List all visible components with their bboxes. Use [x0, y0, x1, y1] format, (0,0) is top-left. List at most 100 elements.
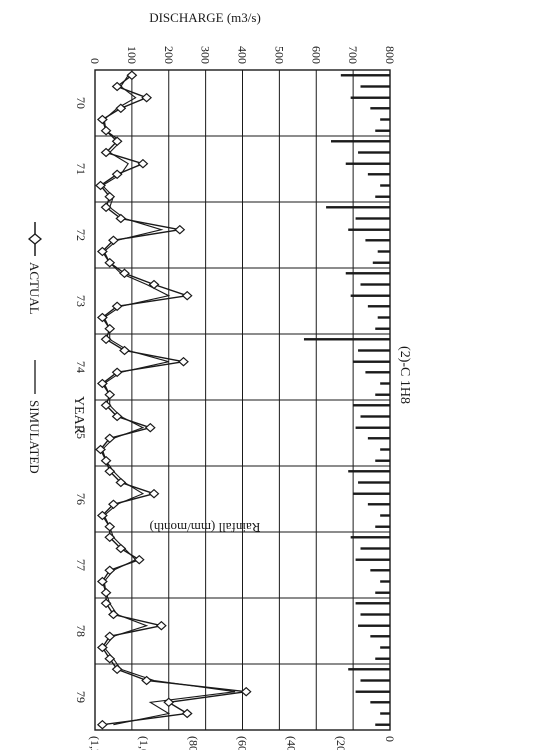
y-tick-label: 600 — [309, 46, 323, 64]
rainfall-bar — [370, 701, 390, 704]
rainfall-bar — [353, 360, 390, 363]
rainfall-bar — [367, 437, 390, 440]
x-tick-label: 73 — [74, 295, 88, 307]
rainfall-bar — [348, 668, 390, 671]
actual-point — [100, 400, 112, 411]
actual-point — [104, 191, 116, 202]
rainfall-bar — [377, 316, 390, 319]
actual-point — [115, 543, 127, 554]
x-tick-label: 71 — [74, 163, 88, 175]
rainfall-bar — [367, 503, 390, 506]
rainfall-bar — [345, 162, 390, 165]
actual-point — [104, 257, 116, 268]
rainfall-bar — [350, 96, 390, 99]
actual-point — [104, 466, 116, 477]
actual-point — [104, 631, 116, 642]
rainfall-bar — [348, 470, 390, 473]
rainfall-bar — [358, 481, 390, 484]
y-axis-label: DISCHARGE (m3/s) — [149, 10, 261, 25]
legend-actual-marker — [27, 233, 43, 245]
actual-point — [133, 554, 145, 565]
actual-point — [108, 609, 119, 620]
y2-tick-label: (1,000) — [137, 736, 151, 750]
actual-point — [148, 488, 160, 499]
x-tick-label: 75 — [74, 427, 88, 439]
rainfall-bar — [360, 415, 390, 418]
y2-tick-label: (600) — [236, 736, 250, 750]
actual-point — [108, 499, 119, 510]
rainfall-bar — [355, 217, 390, 220]
actual-point — [104, 389, 116, 400]
y2-tick-label: (200) — [334, 736, 348, 750]
rainfall-bar — [375, 723, 390, 726]
rainfall-bar — [380, 184, 390, 187]
rainfall-bar — [340, 74, 390, 77]
actual-point — [96, 246, 108, 257]
rainfall-bar — [380, 118, 390, 121]
actual-point — [96, 378, 108, 389]
rainfall-bar — [358, 349, 390, 352]
x-tick-label: 70 — [74, 97, 88, 109]
actual-point — [96, 642, 108, 653]
y-tick-label: 400 — [236, 46, 250, 64]
rainfall-bar — [358, 151, 390, 154]
actual-point — [100, 455, 112, 466]
rainfall-bar — [375, 525, 390, 528]
legend-simulated-label: SIMULATED — [27, 400, 42, 474]
legend: ACTUAL SIMULATED — [27, 222, 43, 474]
rainfall-bar — [380, 646, 390, 649]
rainfall-bar — [355, 690, 390, 693]
rainfall-bar — [348, 228, 390, 231]
rainfall-bar — [355, 426, 390, 429]
actual-point — [155, 620, 167, 631]
rainfall-bar — [375, 459, 390, 462]
rainfall-bar — [367, 305, 390, 308]
rainfall-bar — [380, 382, 390, 385]
y2-tick-label: 0 — [383, 736, 397, 742]
x-tick-label: 79 — [74, 691, 88, 703]
actual-point — [104, 653, 116, 664]
actual-point — [108, 235, 119, 246]
actual-point — [104, 521, 116, 532]
actual-point — [115, 477, 127, 488]
rainfall-bar — [365, 371, 390, 374]
actual-point — [141, 675, 153, 686]
y2-tick-label: (800) — [186, 736, 200, 750]
actual-point — [137, 158, 149, 169]
y2-tick-label: (1,200) — [88, 736, 102, 750]
actual-point — [240, 686, 252, 697]
actual-point — [181, 708, 193, 719]
rainfall-bars — [303, 74, 390, 726]
actual-point — [111, 81, 123, 92]
rainfall-bar — [370, 635, 390, 638]
y-tick-label: 300 — [199, 46, 213, 64]
actual-point — [141, 92, 153, 103]
rainfall-bar — [380, 448, 390, 451]
actual-point — [111, 301, 123, 312]
actual-point — [104, 323, 116, 334]
actual-point — [163, 697, 175, 708]
actual-point — [115, 213, 127, 224]
actual-point — [95, 444, 106, 455]
actual-point — [95, 180, 106, 191]
actual-point — [104, 532, 116, 543]
y2-axis-ticks: 0 (200) (400) (600) (800) (1,000) (1,200) — [88, 736, 397, 750]
rainfall-bar — [375, 327, 390, 330]
rainfall-bar — [360, 613, 390, 616]
x-tick-label: 76 — [74, 493, 88, 505]
rainfall-bar — [380, 514, 390, 517]
rainfall-bar — [375, 393, 390, 396]
rainfall-bar — [360, 547, 390, 550]
plot-area — [94, 69, 391, 731]
y-tick-label: 100 — [125, 46, 139, 64]
actual-point — [144, 422, 156, 433]
legend-actual-label: ACTUAL — [27, 262, 42, 315]
actual-point — [111, 411, 123, 422]
actual-point — [115, 103, 127, 114]
actual-point — [126, 70, 138, 81]
actual-point — [111, 664, 123, 675]
rainfall-bar — [367, 173, 390, 176]
rainfall-bar — [375, 591, 390, 594]
x-tick-label: 77 — [74, 559, 88, 571]
